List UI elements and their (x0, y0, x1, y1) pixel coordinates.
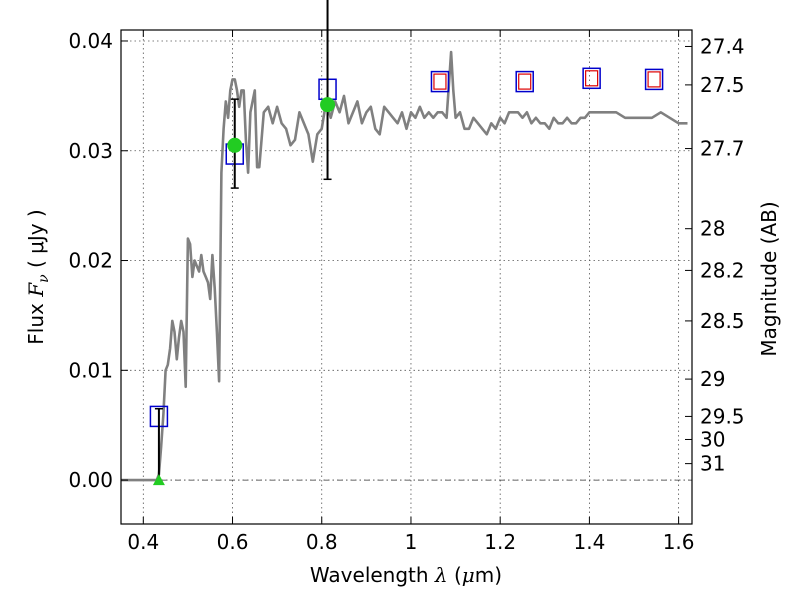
y2-tick-label: 27.4 (700, 34, 745, 58)
y2-tick-label: 28 (700, 217, 725, 241)
y-tick-label: 0.03 (68, 139, 113, 163)
model-photometry-box (644, 68, 664, 91)
y-axis-label: Flux Fν ( μJy ) (24, 209, 52, 344)
y2-axis-label: Magnitude (AB) (757, 201, 781, 356)
y2-tick-label: 27.5 (700, 73, 745, 97)
x-tick-label: 1.4 (573, 530, 605, 554)
y2-tick-label: 27.7 (700, 137, 745, 161)
data-layer (121, 0, 688, 486)
y2-tick-label: 30 (700, 427, 725, 451)
measured-point-triangle (152, 474, 165, 486)
x-tick-label: 0.6 (217, 530, 249, 554)
model-photometry-box (430, 70, 450, 93)
x-tick-label: 1.6 (663, 530, 695, 554)
y-tick-label: 0.02 (68, 249, 113, 273)
measured-point-circle (227, 137, 243, 153)
plot-frame (120, 29, 693, 525)
y2-tick-label: 31 (700, 452, 725, 476)
ticks: 0.4 0.6 0.8 1 1.2 1.4 1.6 0.00 0.01 0.02 0.03 0.04 2… (68, 29, 744, 554)
model-photometry-box (515, 70, 534, 93)
y2-tick-label: 28.5 (700, 309, 745, 333)
model-photometry-box (582, 67, 601, 90)
model-photometry-inner-box (433, 73, 447, 90)
y-tick-label: 0.04 (68, 29, 113, 53)
x-tick-label: 0.8 (306, 530, 338, 554)
x-tick-label: 0.4 (127, 530, 159, 554)
measured-point-circle (320, 97, 336, 113)
y2-tick-label: 29.5 (700, 404, 745, 428)
model-photometry-inner-box (585, 70, 599, 87)
model-spectrum-line (121, 50, 688, 482)
y-tick-label: 0.01 (68, 358, 113, 382)
x-axis-label: Wavelength λ (μm) (310, 563, 502, 587)
x-tick-label: 1 (405, 530, 418, 554)
model-photometry-inner-box (647, 71, 661, 88)
x-tick-label: 1.2 (484, 530, 516, 554)
y2-tick-label: 28.2 (700, 258, 745, 282)
y-tick-label: 0.00 (68, 468, 113, 492)
y2-tick-label: 29 (700, 367, 725, 391)
model-photometry-inner-box (518, 73, 532, 90)
